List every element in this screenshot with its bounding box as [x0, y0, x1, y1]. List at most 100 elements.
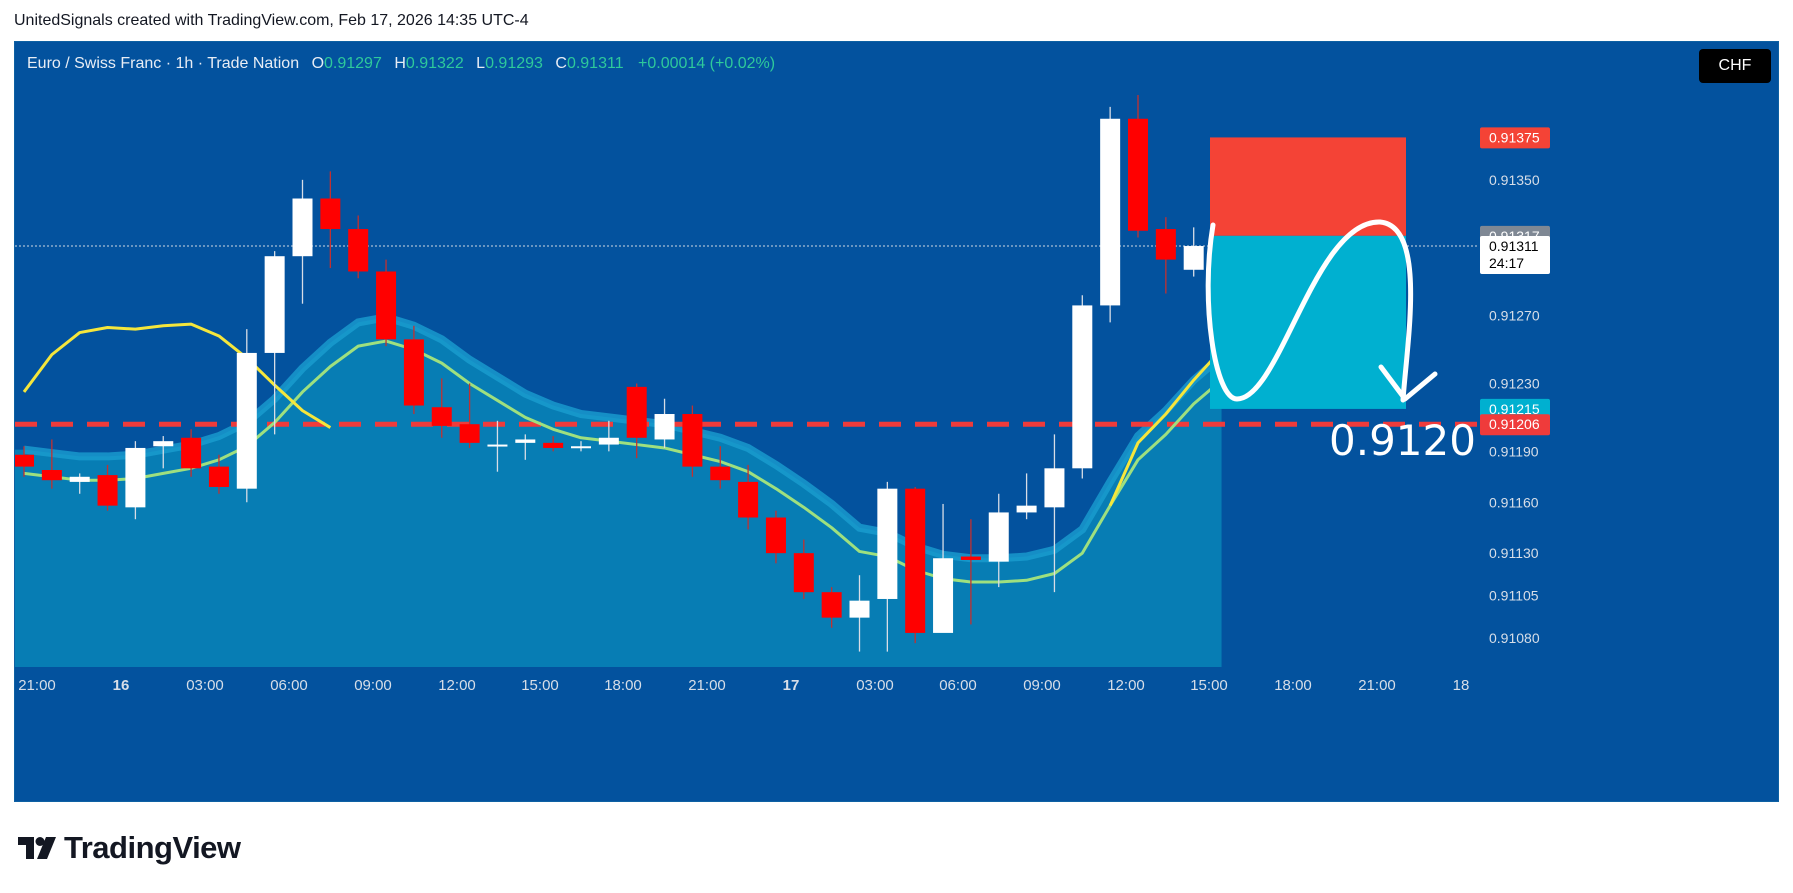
low-label: L — [476, 55, 486, 72]
y-tick-label: 0.91230 — [1489, 375, 1540, 391]
candle-body — [654, 414, 675, 440]
candle — [1155, 217, 1176, 294]
y-tick-label: 0.91160 — [1489, 494, 1539, 510]
candle — [543, 436, 564, 452]
candle — [682, 405, 703, 477]
x-tick-label: 15:00 — [521, 677, 559, 694]
candle-body — [208, 466, 229, 487]
candle — [1044, 434, 1065, 593]
x-tick-label: 21:00 — [1358, 677, 1396, 694]
candle-body — [459, 424, 480, 443]
price-tag-value: 0.91215 — [1489, 401, 1540, 417]
candle-body — [403, 339, 424, 406]
high-label: H — [394, 55, 406, 72]
y-tick-label: 0.91105 — [1489, 588, 1539, 604]
currency-button[interactable]: CHF — [1699, 49, 1771, 83]
stop-loss-zone — [1210, 137, 1406, 236]
candle-body — [97, 475, 118, 506]
candle-body — [988, 512, 1009, 562]
candle — [459, 383, 480, 448]
candle-body — [849, 600, 870, 618]
x-tick-label: 18:00 — [604, 677, 642, 694]
tradingview-logo[interactable]: TradingView — [18, 830, 241, 866]
candle — [320, 171, 341, 269]
candle — [793, 539, 814, 599]
candle — [236, 329, 257, 503]
price-chart[interactable]: 0.9120 0.91350 0.91270 0.91230 0.91190 0.9116… — [15, 42, 1779, 802]
candle-body — [41, 470, 62, 481]
ma-area-band — [23, 313, 1225, 563]
x-tick-label: 03:00 — [856, 677, 894, 694]
price-tag-value: 0.91311 — [1489, 238, 1539, 254]
candle-body — [905, 488, 926, 633]
tradingview-wordmark: TradingView — [64, 830, 241, 865]
target-price-annotation: 0.9120 — [1329, 416, 1476, 465]
high-value: 0.91322 — [405, 55, 464, 72]
candle — [1183, 227, 1204, 277]
candle-body — [682, 414, 703, 467]
candle-body — [348, 229, 369, 272]
open-label: O — [311, 55, 325, 72]
candle-body — [153, 441, 174, 447]
open-value: 0.91297 — [324, 55, 382, 72]
candle-body — [960, 556, 981, 560]
candle-body — [292, 198, 313, 257]
candle — [1100, 106, 1121, 323]
y-tick-label: 0.91190 — [1489, 443, 1539, 459]
close-label: C — [555, 55, 567, 72]
x-tick-label: 18 — [1453, 677, 1470, 694]
price-tag-box — [1480, 414, 1550, 436]
price-tag-value: 0.91375 — [1489, 129, 1540, 145]
candle — [765, 510, 786, 564]
x-tick-label: 21:00 — [688, 677, 726, 694]
attribution-text: UnitedSignals created with TradingView.c… — [14, 12, 529, 29]
candle — [960, 519, 981, 625]
price-tag-stop: 0.91375 — [1480, 127, 1550, 149]
candle — [626, 383, 647, 459]
candle — [905, 486, 926, 644]
x-tick-label: 15:00 — [1190, 677, 1228, 694]
candle — [988, 493, 1009, 588]
candle-body — [710, 466, 731, 481]
ma-fast-tail-line — [1108, 348, 1223, 507]
candle — [41, 439, 62, 489]
tradingview-logo-icon — [18, 837, 56, 859]
x-tick-label: 12:00 — [1107, 677, 1145, 694]
candle-body — [515, 439, 536, 443]
candle — [821, 587, 842, 628]
candle — [487, 420, 508, 472]
candle — [15, 446, 34, 477]
candle — [571, 441, 591, 452]
candle — [738, 464, 759, 530]
candle — [292, 179, 313, 304]
chart-panel[interactable]: 0.9120 0.91350 0.91270 0.91230 0.91190 0.9116… — [14, 41, 1779, 802]
candle — [1128, 95, 1148, 238]
symbol-title[interactable]: Euro / Swiss Franc · 1h · Trade Nation — [27, 55, 300, 72]
candle — [208, 454, 229, 494]
candle-body — [821, 592, 842, 618]
projection-curve — [1205, 219, 1414, 403]
price-tag-value: 0.91206 — [1489, 416, 1540, 432]
x-tick-label: 18:00 — [1274, 677, 1312, 694]
price-tag-box — [1480, 127, 1550, 149]
candle — [1072, 295, 1093, 479]
symbol-legend: Euro / Swiss Franc · 1h · Trade Nation O… — [27, 55, 775, 73]
candle-body — [543, 442, 564, 448]
candle-body — [1016, 505, 1037, 513]
candle-body — [69, 476, 90, 482]
low-value: 0.91293 — [485, 55, 543, 72]
projection-arrowhead — [1378, 364, 1438, 402]
candle-body — [738, 481, 759, 518]
candle-body — [320, 198, 341, 230]
price-tag-countdown: 24:17 — [1489, 255, 1524, 271]
candle-body — [598, 437, 619, 445]
candle-body — [1155, 229, 1176, 260]
candle-body — [571, 446, 591, 449]
ma-fast-line — [22, 322, 332, 429]
candle-body — [15, 454, 34, 467]
candle — [348, 215, 369, 279]
x-tick-label: 16 — [113, 677, 130, 694]
candle-body — [1044, 468, 1065, 508]
candle — [1016, 473, 1037, 520]
